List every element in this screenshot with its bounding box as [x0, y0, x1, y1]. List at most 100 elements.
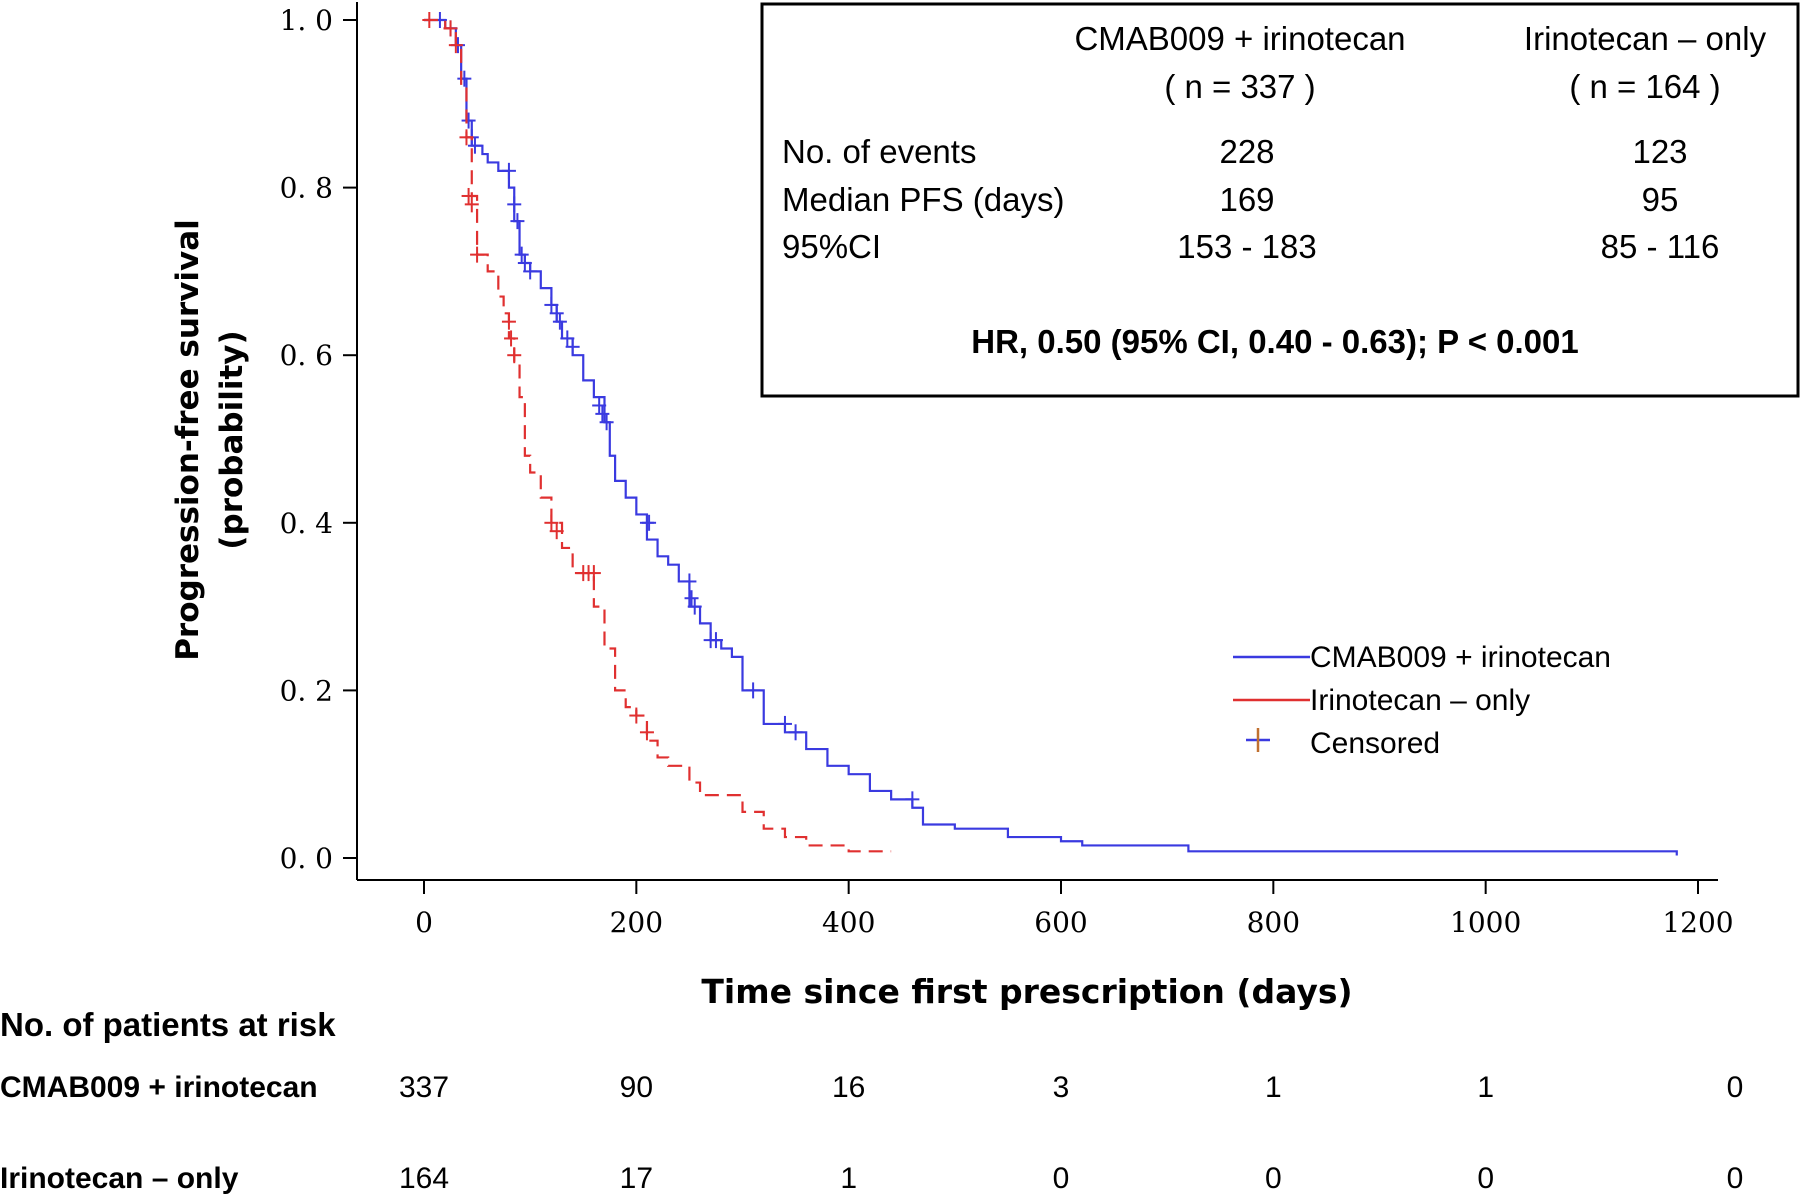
- stats-row-g1: 169: [1219, 181, 1274, 218]
- risk-value: 90: [620, 1071, 653, 1104]
- stats-row-g2: 95: [1642, 181, 1679, 218]
- y-axis-ticks: 0. 0 0. 2 0. 4 0. 6 0. 8 1. 0: [280, 4, 357, 875]
- stats-box: CMAB009 + irinotecan ( n = 337 ) Irinote…: [760, 2, 1800, 398]
- x-tick-label: 200: [610, 906, 663, 939]
- censor-mark: [510, 213, 525, 230]
- censor-mark: [592, 397, 607, 414]
- y-axis-label-line2: (probability): [214, 330, 250, 549]
- stats-row-g1: 228: [1219, 133, 1274, 170]
- censor-mark: [629, 707, 644, 724]
- censor-mark: [595, 405, 610, 422]
- series-line-0: [424, 18, 1678, 856]
- legend-label-cmab: CMAB009 + irinotecan: [1310, 641, 1611, 674]
- censor-mark: [507, 347, 522, 364]
- y-tick-label: 0. 0: [280, 842, 333, 875]
- x-axis-ticks: 0 200 400 600 800 1000 1200: [415, 880, 1734, 939]
- risk-value: 0: [1477, 1162, 1494, 1195]
- censor-mark: [544, 296, 559, 313]
- censor-mark: [514, 246, 529, 263]
- series-layer: [422, 12, 1678, 856]
- risk-value: 3: [1053, 1071, 1070, 1104]
- x-tick-label: 400: [822, 906, 875, 939]
- x-tick-label: 1200: [1662, 906, 1733, 939]
- stats-group2-n: ( n = 164 ): [1569, 68, 1720, 105]
- stats-group1-n: ( n = 337 ): [1164, 68, 1315, 105]
- y-tick-label: 0. 8: [280, 172, 333, 205]
- censor-mark: [523, 263, 538, 280]
- censor-mark: [457, 70, 472, 87]
- risk-value: 0: [1265, 1162, 1282, 1195]
- risk-table: No. of patients at risk CMAB009 + irinot…: [0, 1006, 1743, 1195]
- risk-value: 1: [1477, 1071, 1494, 1104]
- stats-row-label: Median PFS (days): [782, 181, 1064, 218]
- censor-mark: [549, 523, 564, 540]
- censor-mark: [470, 246, 485, 263]
- risk-value: 0: [1727, 1162, 1744, 1195]
- censor-mark: [461, 187, 476, 204]
- x-tick-label: 600: [1034, 906, 1087, 939]
- risk-values: 337 90 16 3 1 1 0 164 17 1 0 0 0 0: [399, 1071, 1743, 1195]
- censor-mark: [422, 12, 437, 28]
- stats-group2-name: Irinotecan – only: [1524, 20, 1767, 57]
- x-axis-label: Time since first prescription (days): [701, 972, 1352, 1011]
- censor-mark: [639, 724, 654, 741]
- censor-mark: [461, 112, 476, 129]
- censor-mark: [788, 724, 803, 741]
- risk-value: 1: [840, 1162, 857, 1195]
- censor-mark: [443, 20, 458, 37]
- censor-mark: [746, 682, 761, 699]
- censor-mark: [504, 330, 519, 347]
- censor-mark: [501, 313, 516, 330]
- censor-mark: [448, 37, 463, 54]
- risk-row-label-cmab: CMAB009 + irinotecan: [0, 1071, 318, 1104]
- censor-mark: [507, 196, 522, 213]
- censor-mark: [467, 137, 482, 154]
- stats-row-label: 95%CI: [782, 228, 881, 265]
- stats-row-label: No. of events: [782, 133, 976, 170]
- risk-row-label-irinotecan: Irinotecan – only: [0, 1162, 239, 1195]
- y-axis-label: Progression-free survival (probability): [170, 219, 250, 661]
- y-tick-label: 1. 0: [280, 4, 333, 37]
- risk-value: 164: [399, 1162, 449, 1195]
- risk-value: 337: [399, 1071, 449, 1104]
- censor-mark: [682, 573, 697, 590]
- censor-mark: [501, 162, 516, 179]
- y-tick-label: 0. 4: [280, 507, 333, 540]
- censor-mark: [560, 330, 575, 347]
- censor-mark: [549, 305, 564, 322]
- stats-hr-text: HR, 0.50 (95% CI, 0.40 - 0.63); P < 0.00…: [971, 323, 1578, 360]
- legend-label-irinotecan: Irinotecan – only: [1310, 684, 1530, 717]
- y-tick-label: 0. 6: [280, 339, 333, 372]
- risk-value: 0: [1053, 1162, 1070, 1195]
- censor-mark: [464, 196, 479, 213]
- stats-row-g1: 153 - 183: [1177, 228, 1316, 265]
- censor-mark: [642, 514, 657, 531]
- stats-box-frame: [760, 2, 1800, 398]
- x-tick-label: 800: [1247, 906, 1300, 939]
- censor-mark: [586, 565, 601, 582]
- censor-mark: [552, 313, 567, 330]
- censor-mark: [565, 338, 580, 355]
- censored-icon: [1246, 728, 1270, 752]
- censor-mark: [459, 129, 474, 146]
- stats-row-g2: 85 - 116: [1601, 228, 1720, 265]
- risk-value: 1: [1265, 1071, 1282, 1104]
- x-tick-label: 0: [415, 906, 433, 939]
- censor-mark: [517, 255, 532, 272]
- censor-mark: [708, 632, 723, 649]
- censor-mark: [777, 715, 792, 732]
- risk-table-title: No. of patients at risk: [0, 1006, 336, 1043]
- y-axis-label-line1: Progression-free survival: [170, 219, 206, 661]
- legend-label-censored: Censored: [1310, 727, 1440, 760]
- y-tick-label: 0. 2: [280, 674, 333, 707]
- stats-row-g2: 123: [1632, 133, 1687, 170]
- x-tick-label: 1000: [1450, 906, 1521, 939]
- censor-mark: [905, 791, 920, 808]
- risk-value: 17: [620, 1162, 653, 1195]
- risk-value: 16: [832, 1071, 865, 1104]
- legend: CMAB009 + irinotecan Irinotecan – only C…: [1233, 641, 1611, 760]
- censor-mark: [544, 514, 559, 531]
- stats-group1-name: CMAB009 + irinotecan: [1074, 20, 1405, 57]
- censor-mark: [599, 414, 614, 431]
